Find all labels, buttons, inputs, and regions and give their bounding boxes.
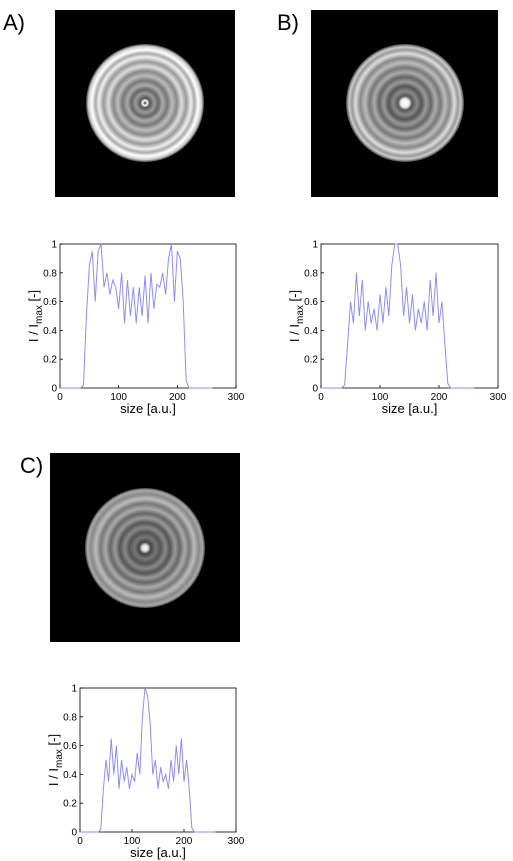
y-tick-label: 0.6 bbox=[304, 297, 318, 308]
x-tick-label: 0 bbox=[77, 836, 83, 847]
x-tick-label: 200 bbox=[176, 836, 193, 847]
plot-area bbox=[79, 687, 237, 833]
y-label-unit: [-] bbox=[46, 734, 61, 749]
y-axis-label: I / Imax [-] bbox=[26, 290, 45, 342]
y-tick-label: 1 bbox=[312, 240, 318, 251]
x-tick-label: 0 bbox=[318, 392, 324, 403]
y-axis-label: I / Imax [-] bbox=[287, 290, 306, 342]
y-tick-label: 0.2 bbox=[43, 355, 57, 366]
y-tick-label: 0 bbox=[51, 384, 57, 395]
panel-label: A) bbox=[3, 10, 25, 35]
y-axis-label: I / Imax [-] bbox=[46, 734, 65, 786]
x-tick-label: 100 bbox=[110, 392, 127, 403]
ring-pattern bbox=[85, 488, 205, 608]
ring-pattern bbox=[346, 44, 464, 162]
y-tick-label: 1 bbox=[51, 240, 57, 251]
x-tick-label: 100 bbox=[124, 836, 141, 847]
y-tick-label: 0.8 bbox=[63, 712, 77, 723]
y-tick-label: 0 bbox=[312, 384, 318, 395]
y-label-main: I / I bbox=[26, 324, 41, 342]
y-tick-label: 0.6 bbox=[63, 741, 77, 752]
y-tick-label: 0 bbox=[71, 828, 77, 839]
x-tick-label: 300 bbox=[490, 392, 507, 403]
y-tick-label: 0.6 bbox=[43, 297, 57, 308]
x-axis-label: size [a.u.] bbox=[382, 401, 438, 416]
plot-area bbox=[320, 243, 499, 389]
profile-line bbox=[80, 687, 216, 833]
panel-label: C) bbox=[20, 453, 43, 478]
y-tick-label: 0.2 bbox=[63, 799, 77, 810]
y-tick-label: 0.8 bbox=[43, 268, 57, 279]
y-tick-label: 0.4 bbox=[43, 326, 57, 337]
y-tick-label: 0.8 bbox=[304, 268, 318, 279]
panel-label: B) bbox=[277, 10, 299, 35]
y-tick-label: 1 bbox=[71, 684, 77, 695]
profile-line bbox=[60, 243, 213, 389]
y-label-sub: max bbox=[54, 749, 65, 768]
x-axis-label: size [a.u.] bbox=[130, 845, 186, 860]
x-axis-label: size [a.u.] bbox=[120, 401, 176, 416]
ring-pattern bbox=[86, 44, 204, 162]
y-label-main: I / I bbox=[287, 324, 302, 342]
y-tick-label: 0.2 bbox=[304, 355, 318, 366]
y-label-sub: max bbox=[34, 305, 45, 324]
x-tick-label: 0 bbox=[57, 392, 63, 403]
y-label-unit: [-] bbox=[26, 290, 41, 305]
y-tick-label: 0.4 bbox=[63, 770, 77, 781]
y-label-main: I / I bbox=[46, 768, 61, 786]
x-tick-label: 200 bbox=[431, 392, 448, 403]
x-tick-label: 200 bbox=[169, 392, 186, 403]
x-tick-label: 300 bbox=[228, 392, 245, 403]
profile-line bbox=[321, 243, 475, 389]
x-tick-label: 300 bbox=[228, 836, 245, 847]
y-label-sub: max bbox=[295, 305, 306, 324]
y-tick-label: 0.4 bbox=[304, 326, 318, 337]
x-tick-label: 100 bbox=[372, 392, 389, 403]
y-label-unit: [-] bbox=[287, 290, 302, 305]
